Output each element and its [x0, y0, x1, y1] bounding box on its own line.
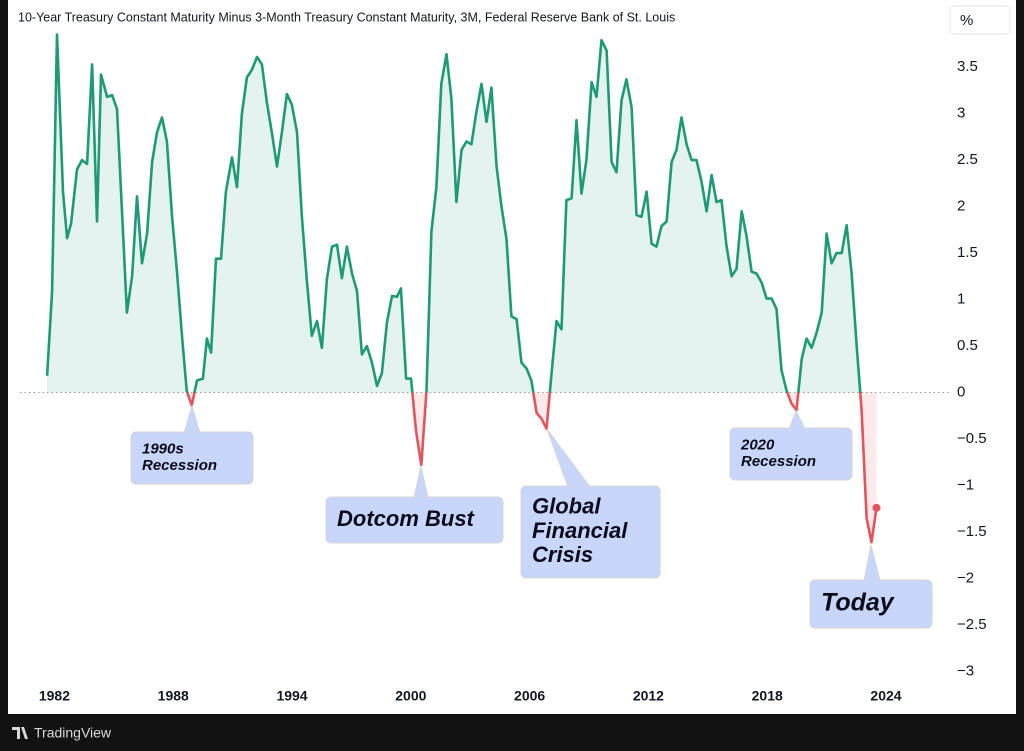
- y-tick-label: 3.5: [957, 58, 978, 75]
- brand: TradingView: [12, 725, 112, 741]
- callout-joint: [569, 484, 589, 488]
- y-tick-label: 0.5: [957, 337, 978, 354]
- callout-text: Recession: [142, 457, 217, 474]
- x-tick-label: 1994: [276, 688, 307, 704]
- callout-text: Recession: [741, 453, 816, 470]
- x-tick-label: 2006: [514, 688, 545, 704]
- brand-logo: [12, 727, 28, 739]
- x-tick-label: 2012: [633, 688, 664, 704]
- y-tick-label: −2.5: [957, 616, 987, 633]
- x-tick-label: 2024: [870, 688, 901, 704]
- series-line: [45, 33, 878, 544]
- y-tick-label: −0.5: [957, 430, 987, 447]
- y-tick-label: 0: [957, 384, 965, 401]
- x-tick-label: 1982: [39, 688, 70, 704]
- y-tick-label: −1.5: [957, 523, 987, 540]
- y-tick-label: −2: [957, 569, 974, 586]
- y-tick-label: 2: [957, 198, 965, 215]
- unit-box: [949, 5, 1011, 35]
- callout-text: 1990s: [142, 441, 184, 458]
- callout-joint: [865, 578, 879, 582]
- callout-joint: [185, 430, 199, 434]
- callout-box: [520, 485, 661, 579]
- brand-name: TradingView: [34, 725, 112, 741]
- y-unit: %: [960, 12, 973, 29]
- y-tick-label: −1: [957, 476, 974, 493]
- callout-box: [729, 427, 853, 481]
- y-tick-label: 1: [957, 291, 965, 308]
- callout-joint: [790, 426, 804, 430]
- callout-text: Financial: [532, 518, 628, 543]
- x-tick-label: 1988: [158, 688, 189, 704]
- last-point: [872, 503, 881, 512]
- y-tick-label: 2.5: [957, 151, 978, 168]
- callout-text: Dotcom Bust: [337, 506, 476, 531]
- callout-text: Crisis: [532, 542, 593, 567]
- callout-text: Today: [821, 589, 895, 617]
- area: [47, 34, 877, 543]
- callout-box: [325, 496, 504, 544]
- callout-joint: [415, 495, 427, 499]
- callout-text: Global: [532, 494, 601, 519]
- callout: Dotcom Bust: [325, 465, 504, 544]
- y-tick-label: 3: [957, 105, 965, 122]
- x-tick-label: 2018: [752, 688, 783, 704]
- chart-title: 10-Year Treasury Constant Maturity Minus…: [18, 10, 675, 24]
- y-tick-label: 1.5: [957, 244, 978, 261]
- y-tick-label: −3: [957, 662, 974, 679]
- x-tick-label: 2000: [395, 688, 426, 704]
- callout-text: 2020: [740, 437, 775, 454]
- callout: Today: [809, 544, 933, 629]
